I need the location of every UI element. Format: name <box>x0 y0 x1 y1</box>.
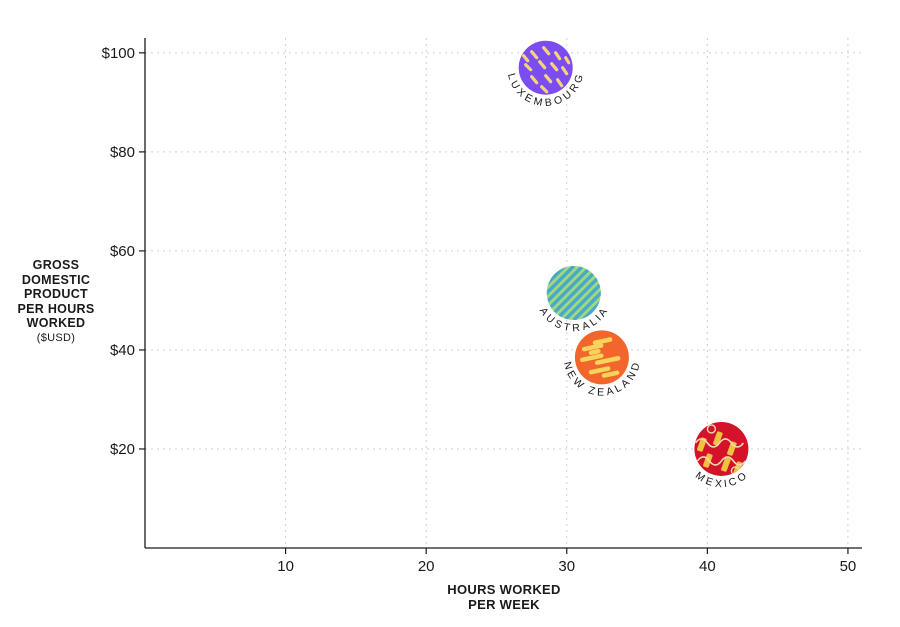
x-axis-label: HOURS WORKED PER WEEK <box>400 582 608 612</box>
y-tick-label: $60 <box>110 243 135 260</box>
y-axis-label-line: GROSS <box>32 258 80 272</box>
axes <box>144 38 862 549</box>
y-axis-label-line: PER HOURS <box>17 301 95 316</box>
point-pattern <box>694 424 747 476</box>
y-tick-label: $100 <box>102 45 135 62</box>
data-point: AUSTRALIA <box>537 266 609 334</box>
data-point: LUXEMBOURG <box>505 40 585 109</box>
point-pattern <box>522 46 571 94</box>
y-tick-label: $80 <box>110 144 135 161</box>
data-point: MEXICO <box>693 421 749 490</box>
x-tick-label: 30 <box>558 558 575 575</box>
point-pattern <box>579 337 621 378</box>
x-axis-label-line: PER WEEK <box>468 597 540 612</box>
x-tick-label: 20 <box>418 558 435 575</box>
y-axis-label-line: WORKED <box>26 316 86 330</box>
x-tick-label: 10 <box>277 558 294 575</box>
y-axis-label-line: DOMESTIC <box>21 272 91 287</box>
y-axis-label: GROSS DOMESTIC PRODUCT PER HOURS WORKED … <box>8 258 104 345</box>
point-pattern <box>546 266 601 320</box>
y-axis-unit: ($USD) <box>36 331 76 344</box>
x-tick-label: 50 <box>840 558 857 575</box>
tick-labels: 10 20 30 40 50 $20 $40 $60 $80 $100 <box>102 45 857 575</box>
x-axis-label-line: HOURS WORKED <box>447 582 561 597</box>
y-tick-label: $20 <box>110 441 135 458</box>
data-point: NEW ZEALAND <box>561 330 642 399</box>
x-tick-label: 40 <box>699 558 716 575</box>
grid <box>145 38 862 548</box>
y-tick-label: $40 <box>110 342 135 359</box>
y-axis-label-line: PRODUCT <box>24 287 88 301</box>
